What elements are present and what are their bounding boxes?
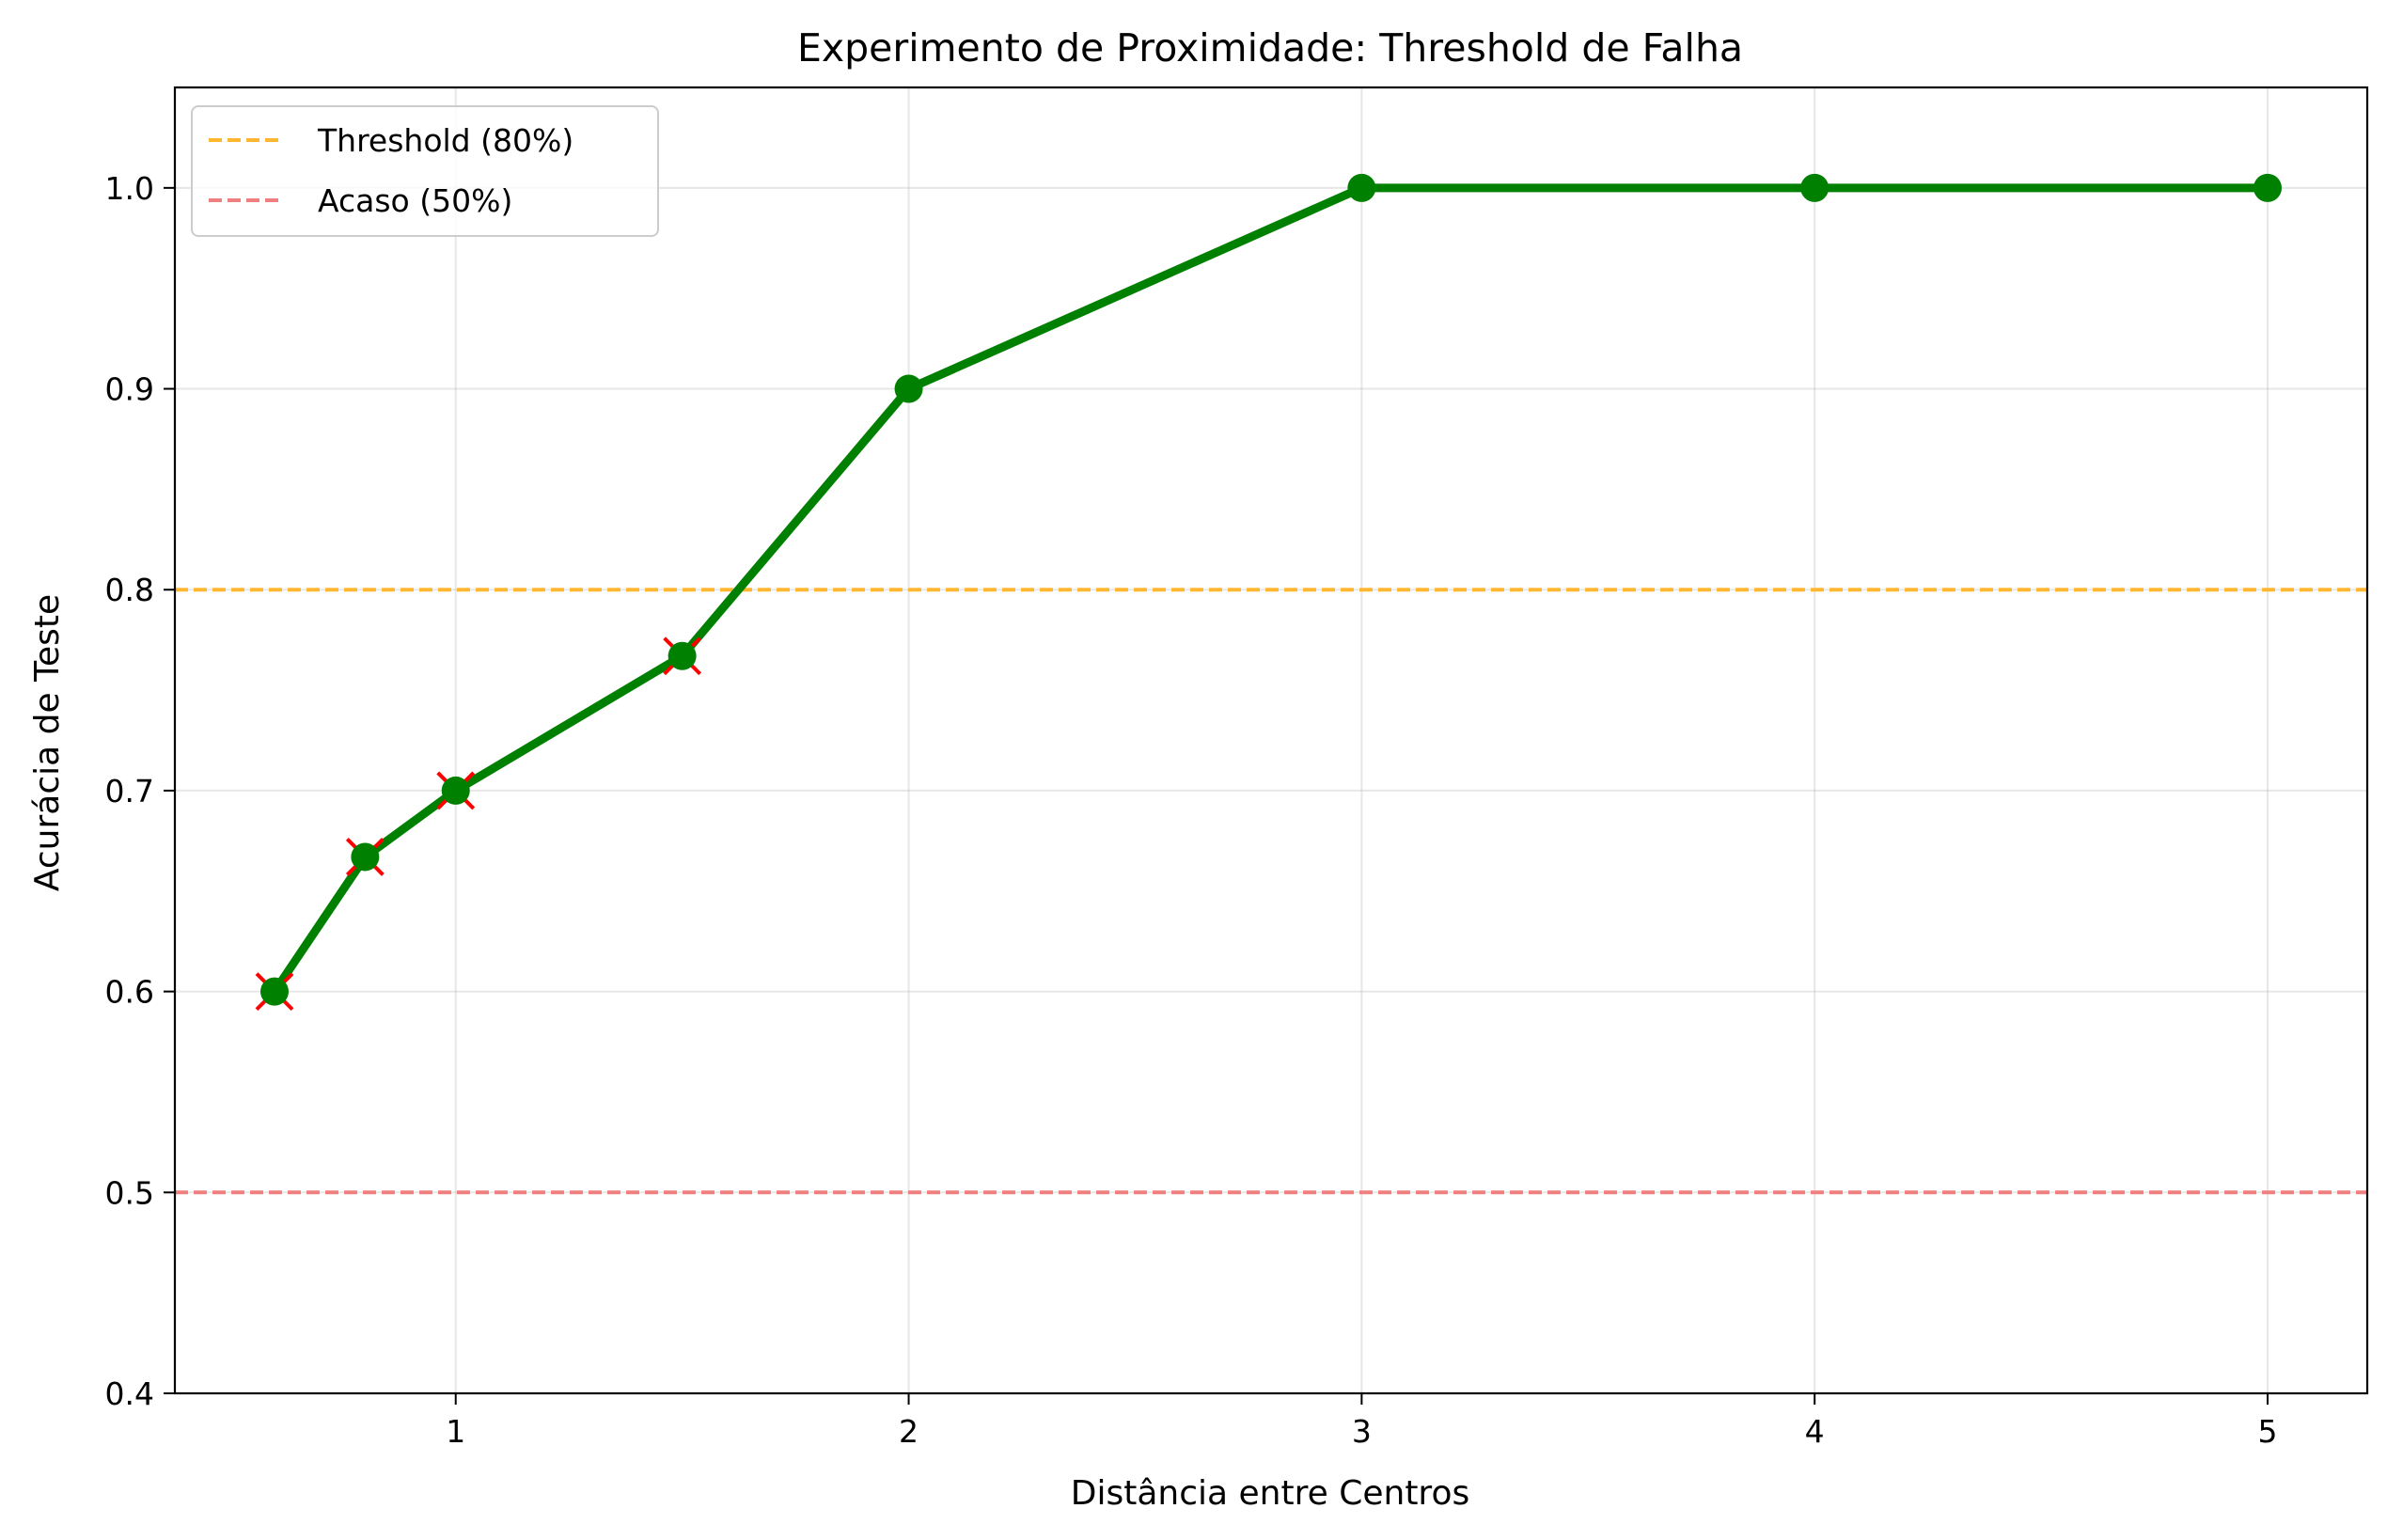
y-tick-label-0: 0.4 — [105, 1375, 154, 1412]
x-tick-label-3: 4 — [1805, 1413, 1825, 1450]
legend: Threshold (80%) Acaso (50%) — [191, 105, 659, 237]
data-point-2 — [441, 776, 470, 805]
legend-label-threshold: Threshold (80%) — [317, 122, 573, 159]
y-tick-label-1: 0.5 — [105, 1174, 154, 1211]
x-tick-label-1: 2 — [899, 1413, 919, 1450]
chart-title: Experimento de Proximidade: Threshold de… — [797, 25, 1743, 71]
legend-label-chance: Acaso (50%) — [318, 182, 512, 219]
y-tick-label-4: 0.8 — [105, 572, 154, 608]
legend-box — [191, 105, 659, 237]
x-tick-label-0: 1 — [446, 1413, 465, 1450]
x-axis-label: Distância entre Centros — [1071, 1474, 1469, 1513]
y-tick-label-3: 0.7 — [105, 773, 154, 809]
plot-frame — [173, 86, 2369, 1395]
y-tick-label-2: 0.6 — [105, 974, 154, 1011]
y-tick-label-6: 1.0 — [105, 170, 154, 207]
series-line-0 — [271, 183, 2268, 995]
data-point-3 — [667, 641, 697, 670]
data-point-4 — [894, 374, 923, 403]
data-point-1 — [351, 842, 380, 872]
reference-lines — [175, 588, 2367, 1195]
y-tick-label-5: 0.9 — [105, 371, 154, 408]
y-axis-label: Acurácia de Teste — [28, 594, 67, 891]
y-axis-ticks: 0.4 0.5 0.6 0.7 0.8 0.9 1.0 — [105, 170, 175, 1412]
x-tick-label-2: 3 — [1352, 1413, 1372, 1450]
x-axis-ticks: 1 2 3 4 5 — [446, 1393, 2278, 1450]
data-point-5 — [1347, 173, 1376, 202]
data-point-0 — [260, 977, 289, 1006]
data-point-7 — [2254, 173, 2282, 202]
x-tick-label-4: 5 — [2258, 1413, 2278, 1450]
series-layer — [255, 173, 2282, 1012]
data-point-6 — [1800, 173, 1830, 202]
